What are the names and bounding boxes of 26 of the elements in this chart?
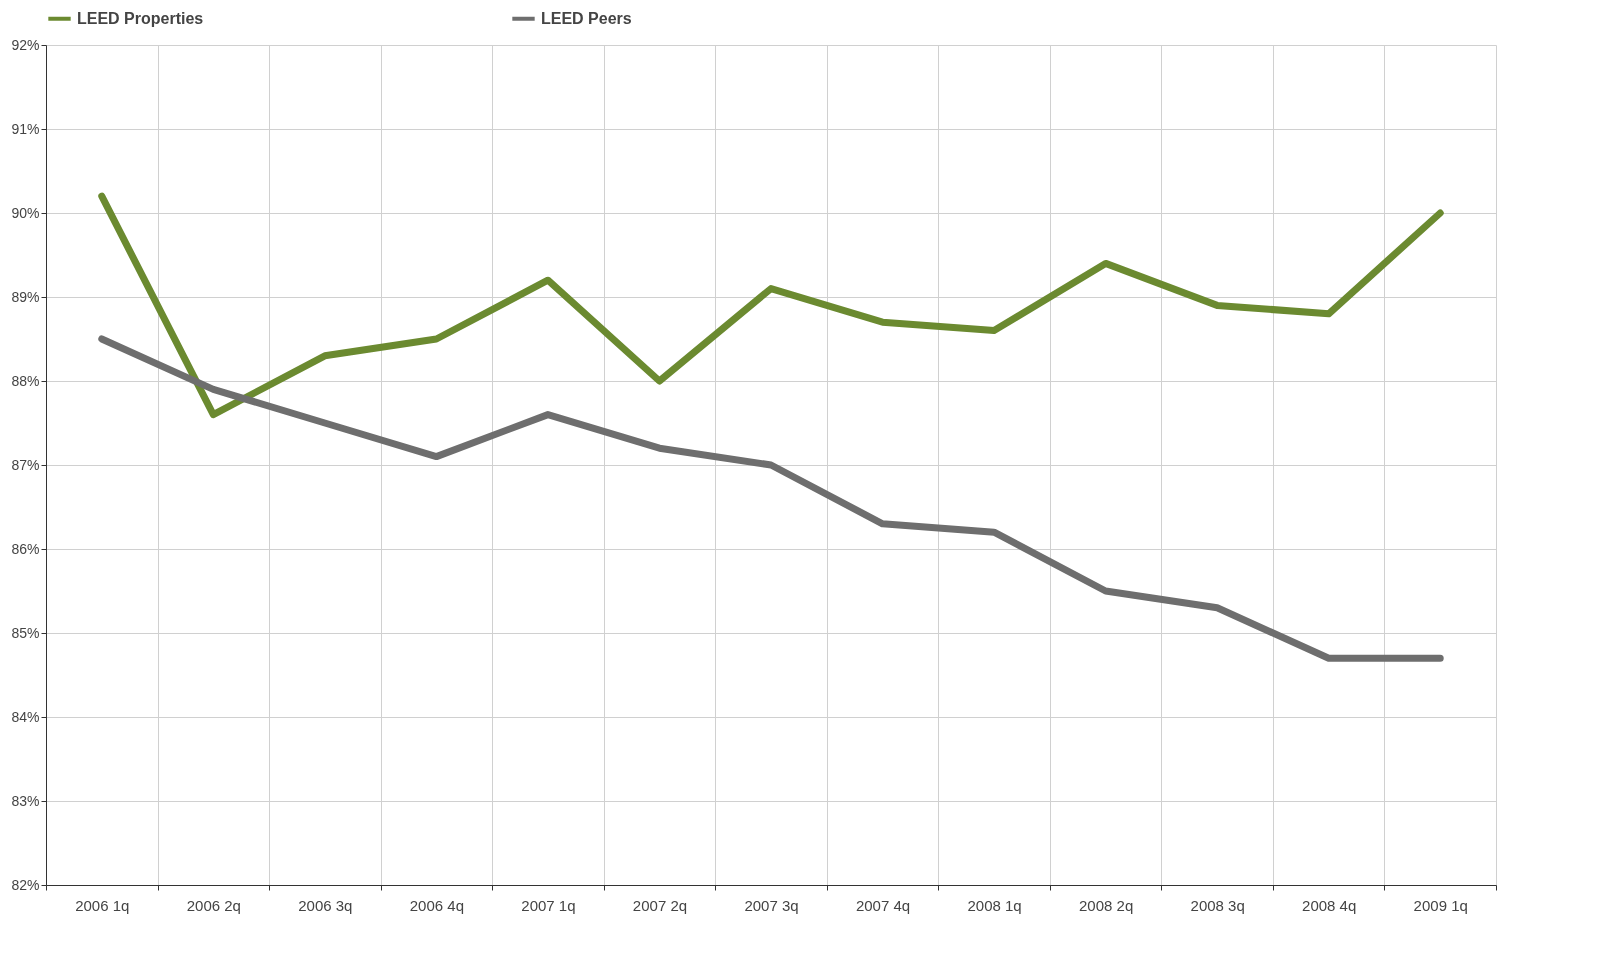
y-tick-label: 90% xyxy=(11,204,40,221)
x-tick-label: 2007 1q xyxy=(521,896,576,914)
x-tick-label: 2008 4q xyxy=(1302,896,1357,914)
y-tick-label: 84% xyxy=(11,708,40,725)
y-tick-label: 83% xyxy=(11,792,40,809)
legend-label: LEED Properties xyxy=(77,9,204,27)
y-tick-label: 88% xyxy=(11,372,40,389)
x-tick-label: 2009 1q xyxy=(1413,896,1468,914)
y-tick-label: 86% xyxy=(11,540,40,557)
y-tick-label: 87% xyxy=(11,456,40,473)
x-tick-label: 2007 4q xyxy=(855,896,911,914)
y-tick-label: 91% xyxy=(11,120,40,137)
y-tick-label: 82% xyxy=(11,876,40,893)
x-tick-label: 2008 3q xyxy=(1190,896,1245,914)
y-tick-label: 92% xyxy=(11,36,40,53)
legend-label: LEED Peers xyxy=(541,9,632,27)
x-tick-label: 2006 3q xyxy=(298,896,353,914)
x-tick-label: 2008 2q xyxy=(1079,896,1134,914)
x-tick-label: 2006 1q xyxy=(75,896,130,914)
y-tick-label: 85% xyxy=(11,624,40,641)
x-tick-label: 2007 3q xyxy=(744,896,799,914)
x-tick-label: 2007 2q xyxy=(632,896,688,914)
x-tick-label: 2008 1q xyxy=(967,896,1022,914)
x-tick-label: 2006 2q xyxy=(186,896,241,914)
x-tick-label: 2006 4q xyxy=(409,896,464,914)
y-tick-label: 89% xyxy=(11,288,40,305)
